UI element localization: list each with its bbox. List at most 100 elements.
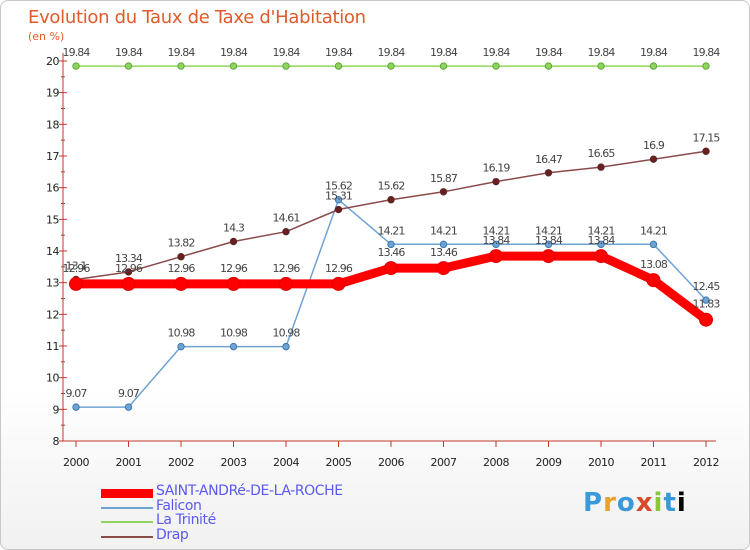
data-label: 10.98 <box>273 327 301 340</box>
data-point <box>649 155 658 163</box>
data-point <box>489 249 503 264</box>
data-point <box>544 240 553 249</box>
data-point <box>702 62 710 70</box>
y-tick-label: 14 <box>46 245 59 258</box>
data-point <box>282 227 290 236</box>
legend-label: SAINT-ANDRé-DE-LA-ROCHE <box>156 483 343 499</box>
y-tick-label: 18 <box>46 118 59 131</box>
x-tick-label: 2009 <box>536 456 562 469</box>
x-tick-label: 2012 <box>693 456 719 469</box>
data-label: 13.34 <box>115 252 143 265</box>
y-tick-label: 9 <box>53 403 60 416</box>
x-tick-label: 2002 <box>168 456 194 469</box>
y-tick-label: 10 <box>46 372 59 385</box>
data-point <box>597 163 605 171</box>
data-label: 9.07 <box>118 387 140 400</box>
series-points <box>69 62 713 411</box>
data-point <box>279 276 293 291</box>
data-point <box>69 276 83 291</box>
data-point <box>177 62 185 70</box>
data-label: 11.83 <box>693 298 721 311</box>
data-label: 16.65 <box>588 147 616 160</box>
data-label: 19.84 <box>325 46 353 59</box>
x-tick-label: 2000 <box>63 456 89 469</box>
data-label: 19.84 <box>430 46 458 59</box>
data-label: 19.84 <box>378 46 406 59</box>
data-label: 16.9 <box>643 139 665 152</box>
data-point <box>439 240 448 249</box>
y-tick-label: 17 <box>46 150 59 163</box>
data-label: 15.62 <box>325 180 352 193</box>
data-point <box>597 62 605 70</box>
proxiti-logo: Proxiti <box>583 488 687 518</box>
x-tick-label: 2008 <box>483 456 509 469</box>
legend-swatch <box>101 488 153 498</box>
data-point <box>72 403 80 411</box>
data-label: 13.46 <box>378 246 406 259</box>
data-point <box>492 62 500 70</box>
data-label: 13.08 <box>640 258 668 271</box>
data-label: 19.84 <box>640 46 668 59</box>
data-point <box>331 276 346 291</box>
data-label: 19.84 <box>483 46 511 59</box>
data-label: 12.96 <box>63 262 91 275</box>
data-point <box>492 240 500 249</box>
data-label: 14.61 <box>273 212 300 225</box>
data-point <box>226 276 241 291</box>
y-tick-label: 11 <box>46 340 59 353</box>
data-label: 19.84 <box>273 46 301 59</box>
chart-subtitle: (en %) <box>28 30 65 43</box>
data-label: 13.84 <box>483 234 511 247</box>
data-point <box>387 62 395 70</box>
data-point <box>702 147 710 155</box>
data-point <box>649 240 658 249</box>
data-point <box>594 249 608 264</box>
data-point <box>177 342 185 351</box>
data-point <box>72 62 80 70</box>
data-point <box>229 62 238 70</box>
data-label: 12.96 <box>115 262 143 275</box>
x-tick-label: 2003 <box>221 456 247 469</box>
data-label: 15.87 <box>430 172 458 185</box>
data-label: 12.96 <box>325 262 353 275</box>
data-point <box>124 268 133 276</box>
data-label: 15.62 <box>378 180 405 193</box>
data-point <box>229 237 238 246</box>
x-tick-label: 2006 <box>378 456 404 469</box>
data-label: 14.3 <box>223 222 245 235</box>
x-tick-label: 2005 <box>326 456 352 469</box>
data-label: 19.84 <box>63 46 91 59</box>
data-point <box>541 249 556 264</box>
data-label: 19.84 <box>115 46 143 59</box>
data-point <box>436 261 451 276</box>
data-label: 19.84 <box>220 46 248 59</box>
data-point <box>492 177 500 186</box>
chart-title: Evolution du Taux de Taxe d'Habitation <box>28 7 366 28</box>
data-label: 12.96 <box>273 262 301 275</box>
data-label: 15.31 <box>325 190 352 203</box>
x-tick-label: 2011 <box>641 456 667 469</box>
data-point <box>121 276 136 291</box>
data-point <box>282 342 290 351</box>
data-label: 14.21 <box>588 224 615 237</box>
legend-label: Drap <box>156 526 189 543</box>
data-label: 17.15 <box>693 131 721 144</box>
data-point <box>384 261 398 276</box>
data-label: 13.84 <box>535 234 563 247</box>
data-point <box>597 240 605 249</box>
data-label: 19.84 <box>693 46 721 59</box>
data-label: 9.07 <box>66 387 88 400</box>
data-label: 14.21 <box>640 224 667 237</box>
data-point <box>334 205 343 214</box>
x-tick-label: 2004 <box>273 456 299 469</box>
data-point <box>174 276 188 291</box>
data-point <box>646 273 661 288</box>
legend-swatch <box>101 506 153 509</box>
y-tick-label: 13 <box>46 277 59 290</box>
legend-label: La Trinité <box>156 512 216 528</box>
data-point <box>439 188 448 196</box>
data-point <box>544 169 553 177</box>
y-tick-label: 15 <box>46 213 59 226</box>
